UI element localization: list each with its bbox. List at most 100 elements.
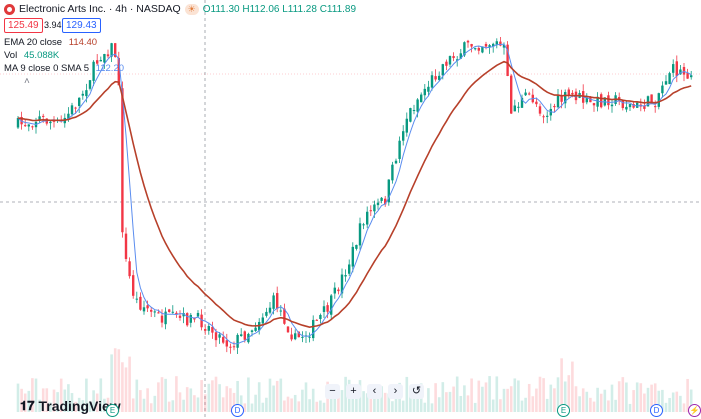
- dividend-event-icon[interactable]: D: [231, 404, 244, 417]
- volume-bar: [427, 388, 430, 412]
- volume-bar: [448, 391, 452, 412]
- volume-bar: [243, 403, 247, 412]
- ema-indicator-legend[interactable]: EMA 20 close 114.40: [4, 37, 97, 48]
- ma-label: MA 9 close 0 SMA 5: [4, 63, 90, 74]
- volume-bar: [128, 356, 131, 412]
- volume-bar: [671, 392, 675, 412]
- volume-bar: [553, 388, 556, 412]
- volume-bar: [423, 402, 427, 412]
- reset-chart-button[interactable]: ↺: [409, 384, 424, 399]
- candle-body: [160, 315, 164, 323]
- candle-body: [553, 105, 556, 108]
- volume-bar: [268, 378, 272, 412]
- volume-bar: [279, 378, 283, 412]
- volume-bar: [113, 348, 117, 412]
- candle-body: [85, 90, 88, 97]
- tradingview-name: TradingView: [38, 398, 121, 414]
- ea-logo-icon: [4, 3, 15, 15]
- volume-bar: [157, 382, 160, 412]
- volume-bar: [99, 378, 103, 412]
- volume-bar: [517, 380, 520, 412]
- volume-bar: [110, 354, 113, 412]
- volume-bar: [164, 378, 167, 412]
- volume-bar: [189, 388, 193, 412]
- candle-body: [290, 334, 293, 340]
- scroll-forward-button[interactable]: ›: [388, 384, 403, 399]
- flash-event-icon[interactable]: ⚡: [688, 404, 701, 417]
- volume-indicator-legend[interactable]: Vol 45.088K: [4, 50, 59, 61]
- open-value: O111.30: [202, 3, 240, 15]
- earnings-event-icon[interactable]: E: [557, 404, 570, 417]
- volume-bar: [614, 399, 617, 412]
- volume-bar: [650, 384, 653, 412]
- earnings-event-icon-2[interactable]: E: [106, 404, 119, 417]
- ema-line: [17, 60, 692, 329]
- volume-bar: [31, 378, 34, 412]
- tradingview-logo[interactable]: 𝟏𝟕 TradingView: [20, 398, 121, 414]
- dividend-event-icon-2[interactable]: D: [650, 404, 663, 417]
- candle-body: [517, 106, 520, 108]
- volume-bar: [315, 401, 319, 412]
- candle-body: [117, 58, 120, 86]
- volume-bar: [391, 401, 394, 412]
- scroll-back-button[interactable]: ‹: [367, 384, 382, 399]
- volume-bar: [405, 376, 409, 412]
- candle-body: [164, 311, 167, 325]
- candle-body: [369, 210, 372, 212]
- symbol-title[interactable]: Electronic Arts Inc. · 4h · NASDAQ: [19, 3, 181, 15]
- candle-body: [366, 211, 369, 225]
- candle-body: [153, 311, 156, 313]
- volume-bar: [610, 384, 614, 412]
- candle-body: [229, 346, 232, 348]
- bid-price[interactable]: 125.49: [4, 18, 43, 33]
- candle-body: [348, 264, 351, 274]
- candle-body: [204, 329, 207, 331]
- volume-bar: [85, 378, 88, 412]
- volume-bar: [67, 384, 70, 412]
- volume-bar: [56, 392, 59, 412]
- candle-body: [207, 326, 210, 331]
- candle-body: [128, 261, 131, 277]
- volume-bar: [70, 393, 74, 412]
- chart-zoom-toolbar: − + ‹ › ↺: [325, 384, 424, 399]
- volume-bar: [290, 398, 293, 412]
- volume-bar: [668, 397, 671, 412]
- candle-body: [592, 103, 596, 106]
- candle-body: [391, 164, 394, 181]
- candle-body: [643, 105, 646, 109]
- candle-body: [178, 315, 182, 318]
- volume-bar: [581, 388, 585, 412]
- candle-body: [308, 336, 311, 338]
- candle-body: [506, 44, 509, 77]
- volume-bar: [689, 389, 693, 412]
- zoom-in-button[interactable]: +: [346, 384, 361, 399]
- candle-body: [250, 330, 254, 332]
- volume-bar: [311, 388, 315, 412]
- volume-bar: [545, 398, 549, 412]
- collapse-chevron-icon[interactable]: ˄: [24, 76, 30, 87]
- volume-bar: [322, 402, 326, 412]
- candle-body: [607, 95, 610, 106]
- ask-price[interactable]: 129.43: [62, 18, 101, 33]
- volume-bar: [153, 395, 157, 412]
- candle-body: [686, 73, 689, 79]
- volume-bar: [380, 386, 383, 412]
- volume-bar: [538, 376, 542, 412]
- candle-body: [78, 97, 81, 106]
- volume-bar: [211, 380, 214, 412]
- volume-bar: [401, 400, 405, 412]
- candle-body: [211, 326, 214, 333]
- volume-bar: [477, 380, 481, 412]
- volume-bar: [319, 400, 322, 412]
- volume-bar: [520, 400, 524, 412]
- market-status-icon[interactable]: ☀: [184, 3, 199, 15]
- candle-body: [567, 89, 570, 96]
- volume-bar: [34, 378, 38, 412]
- candle-body: [124, 233, 128, 259]
- candle-body: [528, 93, 531, 95]
- volume-bar: [81, 400, 85, 412]
- candle-body: [664, 81, 668, 85]
- candle-body: [682, 66, 686, 75]
- ma-indicator-legend[interactable]: MA 9 close 0 SMA 5 112.20: [4, 63, 124, 74]
- zoom-out-button[interactable]: −: [325, 384, 340, 399]
